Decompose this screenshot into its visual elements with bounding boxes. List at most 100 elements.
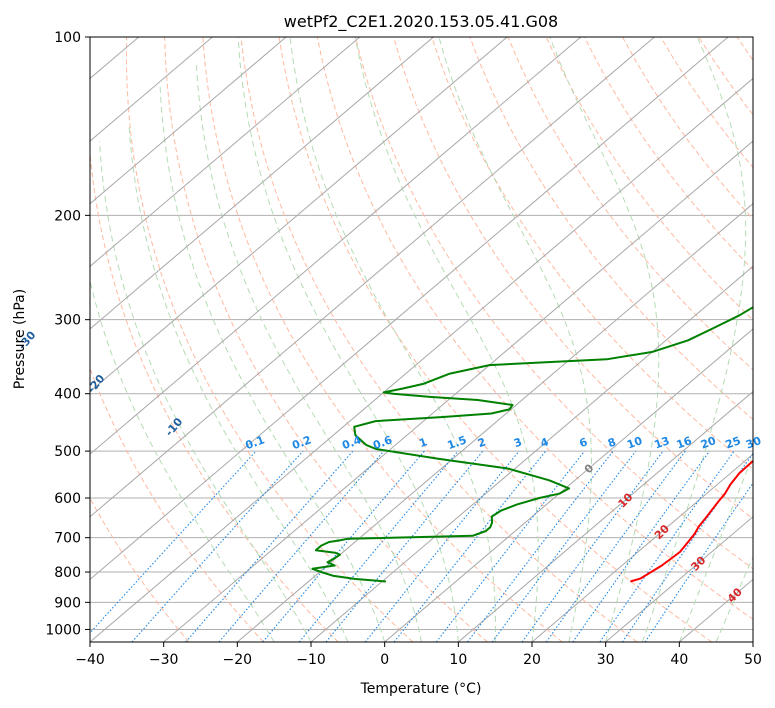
dry-adiabat-line	[240, 37, 638, 642]
moist-adiabat-line	[289, 37, 496, 642]
mixing-ratio-label: 8	[606, 435, 618, 450]
moist-adiabat-line	[237, 37, 459, 642]
mixing-ratio-lines	[90, 450, 753, 642]
y-axis-label: Pressure (hPa)	[12, 289, 28, 389]
isotherm-line	[90, 37, 361, 267]
mixing-ratio-label: 3	[512, 435, 524, 450]
mixing-ratio-line	[218, 450, 385, 642]
y-tick-label: 100	[54, 30, 81, 46]
y-tick-label: 500	[54, 444, 81, 460]
mixing-ratio-line	[599, 450, 735, 642]
mixing-ratio-line	[435, 450, 586, 642]
dry-adiabat-line	[507, 37, 753, 371]
mixing-ratio-label: 0.6	[371, 433, 394, 452]
moist-adiabat-line	[90, 278, 275, 642]
dry-adiabat-line	[431, 37, 753, 470]
dry-adiabat-line	[469, 37, 753, 421]
moist-adiabat-line	[438, 37, 592, 642]
isotherm-line	[310, 265, 753, 642]
dry-adiabat-line	[90, 147, 339, 642]
moist-adiabats	[90, 37, 753, 642]
y-tick-label: 300	[54, 313, 81, 329]
y-tick-label: 600	[54, 491, 81, 507]
x-tick-label: −30	[149, 652, 179, 668]
x-tick-label: 10	[449, 652, 467, 668]
mixing-ratio-line	[364, 450, 520, 642]
isotherm-line	[90, 37, 508, 393]
x-tick-label: 0	[380, 652, 389, 668]
x-tick-label: −40	[75, 652, 105, 668]
y-tick-label: 700	[54, 531, 81, 547]
mixing-ratio-line	[521, 450, 664, 642]
dry-adiabat-line	[164, 37, 488, 642]
moist-adiabat-line	[128, 123, 349, 642]
axes: −40 −30 −20 −10 0 10 20 30 40 5010020030040050060…	[45, 30, 762, 668]
dry-adiabat-line	[278, 37, 712, 642]
isotherm-line	[237, 203, 753, 642]
moist-adiabat-line	[715, 555, 753, 642]
y-tick-label: 400	[54, 387, 81, 403]
isotherm-line	[90, 37, 729, 581]
x-tick-label: −20	[223, 652, 253, 668]
x-tick-label: 40	[670, 652, 688, 668]
chart-title: wetPf2_C2E1.2020.153.05.41.G08	[284, 12, 558, 32]
plot-area	[90, 37, 753, 642]
mixing-ratio-label: 0.1	[244, 433, 267, 452]
y-tick-label: 1000	[45, 622, 81, 638]
mixing-ratio-label: 13	[653, 434, 672, 451]
mixing-ratio-label: 0.2	[290, 433, 313, 452]
x-tick-label: 20	[523, 652, 541, 668]
mixing-ratio-line	[393, 450, 547, 642]
mixing-ratio-label: 0.4	[340, 433, 363, 452]
mixing-ratio-label: 1.5	[446, 433, 469, 452]
y-tick-label: 200	[54, 208, 81, 224]
moist-adiabat-line	[642, 37, 747, 642]
x-tick-label: 30	[597, 652, 615, 668]
x-axis-label: Temperature (°C)	[360, 681, 482, 697]
mixing-ratio-label: 20	[699, 434, 718, 452]
mixing-ratio-label: 25	[724, 434, 743, 451]
isotherm-line	[458, 390, 753, 642]
mixing-ratio-label: 30	[744, 434, 763, 452]
moist-adiabat-line	[195, 61, 422, 642]
x-tick-label: 50	[744, 652, 762, 668]
isotherm-line	[90, 37, 434, 330]
mixing-ratio-label: 6	[578, 435, 590, 450]
mixing-ratio-line	[491, 450, 637, 642]
mixing-ratio-label: 16	[675, 434, 694, 452]
isotherm-line	[531, 453, 753, 642]
isotherms	[90, 37, 753, 642]
y-tick-label: 900	[54, 595, 81, 611]
mixing-ratio-label: 10	[625, 434, 644, 452]
mixing-ratio-line	[262, 450, 425, 642]
profile-series	[311, 306, 753, 583]
isotherm-line	[90, 37, 655, 518]
moist-adiabat-line	[354, 37, 539, 642]
moist-adiabat-line	[549, 37, 660, 642]
isotherm-line	[90, 77, 753, 642]
moist-adiabat-line	[159, 83, 386, 642]
mixing-ratio-line	[644, 482, 753, 642]
mixing-ratio-label: 1	[417, 435, 429, 450]
dry-adiabat-line	[316, 37, 753, 620]
mixing-ratio-line	[545, 450, 686, 642]
y-tick-label: 800	[54, 565, 81, 581]
mixing-ratio-line	[572, 450, 710, 642]
dry-adiabat-line	[545, 37, 753, 321]
moist-adiabat-line	[678, 454, 753, 642]
mixing-ratio-label: 4	[539, 435, 551, 450]
mixing-ratio-line	[467, 450, 614, 642]
isotherm-line	[90, 37, 582, 455]
dry-adiabat-line	[90, 367, 264, 642]
isotherm-line	[163, 140, 753, 642]
moist-adiabat-line	[99, 141, 312, 642]
dry-adiabat-line	[354, 37, 753, 570]
profile-line	[630, 459, 753, 583]
x-tick-label: −10	[296, 652, 326, 668]
isotherm-line	[90, 37, 213, 142]
dry-adiabat-line	[202, 37, 563, 642]
mixing-ratio-line	[90, 450, 257, 634]
isotherm-line	[605, 516, 753, 642]
isotherm-line	[90, 37, 287, 205]
